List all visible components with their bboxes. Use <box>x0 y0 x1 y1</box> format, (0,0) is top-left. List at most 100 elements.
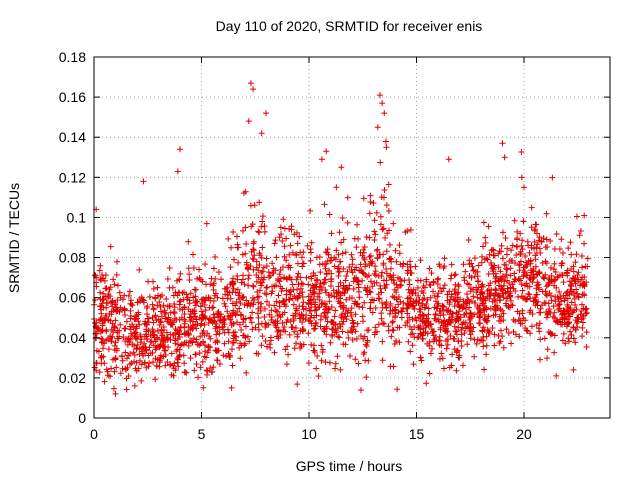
data-point <box>470 293 477 300</box>
data-point <box>353 276 360 283</box>
data-point <box>146 344 153 351</box>
data-point <box>492 291 499 298</box>
data-point <box>222 303 229 310</box>
data-point <box>479 253 486 260</box>
data-point <box>574 315 581 322</box>
data-point <box>518 281 525 288</box>
data-point <box>125 335 132 342</box>
data-point <box>308 304 315 311</box>
data-point <box>390 277 397 284</box>
data-point <box>202 348 209 355</box>
data-point <box>281 253 288 260</box>
data-point <box>140 178 147 185</box>
data-point <box>342 249 349 256</box>
data-point <box>307 296 314 303</box>
data-point <box>133 346 140 353</box>
data-point <box>232 289 239 296</box>
data-point <box>129 302 136 309</box>
data-point <box>558 236 565 243</box>
data-point <box>491 252 498 259</box>
data-point <box>189 326 196 333</box>
data-point <box>453 349 460 356</box>
data-point <box>459 305 466 312</box>
data-point <box>425 305 432 312</box>
data-point <box>468 260 475 267</box>
data-point <box>536 356 543 363</box>
data-point <box>132 335 139 342</box>
data-point <box>271 349 278 356</box>
data-point <box>313 319 320 326</box>
data-point <box>96 267 103 274</box>
data-point <box>239 294 246 301</box>
data-point <box>231 333 238 340</box>
data-point <box>318 156 325 163</box>
data-point <box>108 311 115 318</box>
data-point <box>247 263 254 270</box>
data-point <box>224 295 231 302</box>
data-point <box>103 312 110 319</box>
data-point <box>571 277 578 284</box>
data-point <box>215 269 222 276</box>
data-point <box>259 333 266 340</box>
data-point <box>386 256 393 263</box>
data-point <box>280 216 287 223</box>
data-point <box>194 341 201 348</box>
data-point <box>579 301 586 308</box>
data-point <box>165 344 172 351</box>
data-point <box>159 292 166 299</box>
data-point <box>176 351 183 358</box>
data-point <box>276 303 283 310</box>
data-point <box>564 272 571 279</box>
data-point <box>508 257 515 264</box>
data-point <box>517 248 524 255</box>
data-point <box>542 258 549 265</box>
data-point <box>572 326 579 333</box>
data-point <box>287 242 294 249</box>
data-point <box>97 262 104 269</box>
data-point <box>131 352 138 359</box>
data-point <box>277 283 284 290</box>
data-point <box>149 326 156 333</box>
data-point <box>145 319 152 326</box>
data-point <box>222 353 229 360</box>
data-point <box>378 289 385 296</box>
data-point <box>164 358 171 365</box>
data-point <box>263 255 270 262</box>
data-point <box>536 320 543 327</box>
data-point <box>326 292 333 299</box>
data-point <box>239 294 246 301</box>
data-point <box>234 273 241 280</box>
data-point <box>277 275 284 282</box>
data-point <box>245 266 252 273</box>
data-point <box>97 306 104 313</box>
data-point <box>447 308 454 315</box>
data-point <box>183 339 190 346</box>
data-point <box>383 248 390 255</box>
data-point <box>386 310 393 317</box>
data-point <box>446 288 453 295</box>
data-point <box>323 289 330 296</box>
data-point <box>443 307 450 314</box>
data-point <box>209 368 216 375</box>
data-point <box>582 305 589 312</box>
data-point <box>338 239 345 246</box>
data-point <box>466 272 473 279</box>
data-point <box>144 311 151 318</box>
data-point <box>192 293 199 300</box>
data-point <box>210 304 217 311</box>
data-point <box>385 208 392 215</box>
data-point <box>261 223 268 230</box>
data-point <box>567 239 574 246</box>
data-point <box>544 355 551 362</box>
data-point <box>243 297 250 304</box>
data-point <box>528 204 535 211</box>
data-point <box>574 290 581 297</box>
data-point <box>329 326 336 333</box>
data-point <box>169 331 176 338</box>
data-point <box>349 337 356 344</box>
data-point <box>564 320 571 327</box>
data-point <box>520 273 527 280</box>
data-point <box>317 279 324 286</box>
data-point <box>104 368 111 375</box>
data-point <box>344 219 351 226</box>
